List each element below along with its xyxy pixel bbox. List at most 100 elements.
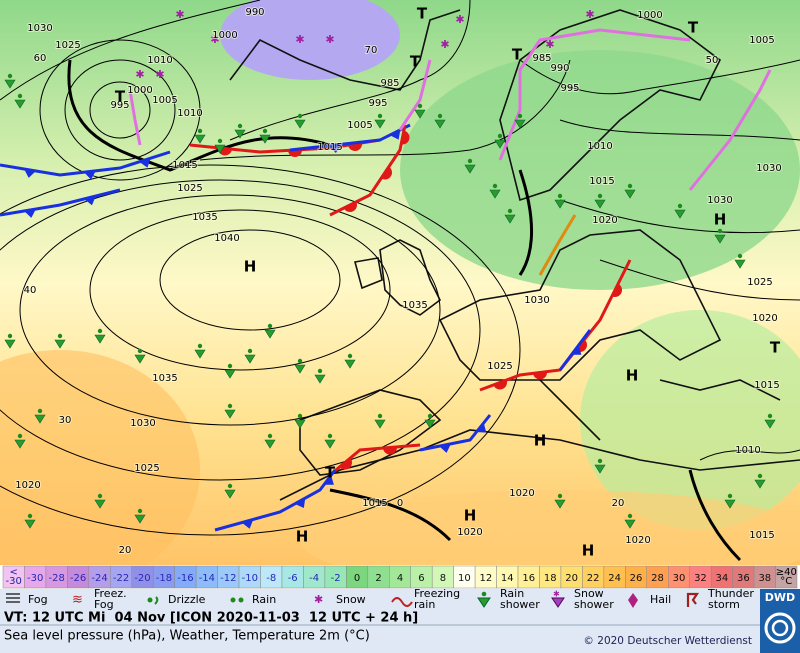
shower-symbol (294, 419, 306, 429)
legend-label: Thunder (707, 587, 754, 600)
pressure-label: 1005 (347, 120, 372, 131)
front-symbol (401, 130, 410, 145)
pressure-label: 1020 (457, 527, 482, 538)
rain-dot (247, 348, 253, 354)
rain-dot (377, 113, 383, 119)
scale-low-bottom: -30 (6, 576, 22, 587)
front-semicircle (381, 166, 392, 180)
pressure-label: 0 (397, 498, 403, 509)
pressure-label: 995 (110, 100, 129, 111)
front-semicircle (339, 458, 352, 470)
troughs (67, 59, 742, 562)
pressure-label: 1025 (487, 361, 512, 372)
shower-symbol (514, 119, 526, 129)
shower-symbol (734, 259, 746, 269)
scale-label: 6 (418, 573, 424, 584)
logo-swirl (771, 619, 789, 637)
valid-time: VT: 12 UTC Mi 04 Nov [ICON 2020-11-03 12… (4, 611, 418, 626)
rain-dot (297, 358, 303, 364)
shower-symbol (94, 499, 106, 509)
high-pressure: H (582, 542, 595, 560)
rain-dot (17, 93, 23, 99)
pressure-label: 1015 (317, 142, 342, 153)
rain-dot (197, 343, 203, 349)
front-triangle (241, 519, 254, 529)
rain-dot (437, 113, 443, 119)
trough-line (329, 488, 452, 542)
copyright: © 2020 Deutscher Wetterdienst (583, 635, 752, 647)
shower-symbol (134, 354, 146, 364)
shower-symbol (94, 334, 106, 344)
isobar (0, 179, 481, 481)
shower-symbol (54, 339, 66, 349)
rain-dot (97, 328, 103, 334)
rain-dot (727, 493, 733, 499)
scale-cell (775, 565, 798, 589)
weather-symbols: ✱ ✱ ✱ ✱ ✱ ✱ ✱ ✱ ✱ ✱ (4, 8, 776, 529)
description: Sea level pressure (hPa), Weather, Tempe… (4, 629, 370, 644)
front-symbol (571, 345, 582, 355)
legend-item: Hail (628, 593, 671, 608)
shower-symbol (754, 479, 766, 489)
isobars (0, 0, 800, 536)
front-symbol (476, 422, 487, 433)
isobar (559, 119, 800, 141)
front-symbol (389, 129, 401, 140)
pressure-label: 1010 (735, 445, 760, 456)
rain-dot (757, 473, 763, 479)
coastline (299, 389, 442, 476)
isobar (39, 39, 201, 181)
scale-label: -6 (288, 573, 298, 584)
front-symbol (84, 170, 96, 180)
isobar (559, 199, 800, 234)
front-symbol (24, 169, 36, 178)
rain-dot (227, 483, 233, 489)
isobar (19, 194, 441, 426)
scale-high-bottom: °C (780, 576, 792, 587)
rain-dot (267, 433, 273, 439)
pressure-label: 1015 (749, 530, 774, 541)
high-pressure: H (714, 211, 727, 229)
front-symbol (339, 458, 352, 470)
rain-dot (717, 228, 723, 234)
pressure-label: 1020 (592, 215, 617, 226)
shower-symbol (14, 439, 26, 449)
pressure-label: 1015 (172, 160, 197, 171)
shower-symbol (4, 339, 16, 349)
coastline (229, 9, 461, 91)
legend-item: ✱ Snow (314, 593, 366, 606)
rain-dot (267, 323, 273, 329)
isobar (0, 0, 261, 101)
rain-dot (427, 413, 433, 419)
legend-label: Snow (336, 593, 366, 606)
front-line (398, 59, 432, 131)
rain-dot (507, 208, 513, 214)
front-symbol (241, 519, 254, 529)
low-pressure: T (770, 339, 781, 357)
low-pressure: T (688, 19, 699, 37)
rain-dot (227, 403, 233, 409)
icon-glyph: ✱ (553, 590, 560, 599)
front-line (538, 214, 577, 276)
rain-dot (327, 433, 333, 439)
pressure-label: 1035 (152, 373, 177, 384)
shower-symbol (314, 374, 326, 384)
shower-symbol (194, 134, 206, 144)
scale-label: -20 (134, 573, 150, 584)
pressure-label: 1040 (214, 233, 239, 244)
snow-symbol: ✱ (325, 33, 334, 46)
front-semicircle (288, 149, 302, 157)
legend-label: storm (708, 598, 740, 611)
scale-label: -28 (48, 573, 64, 584)
pressure-label: 1030 (27, 23, 52, 34)
scale-label: 20 (565, 573, 578, 584)
scale-label: 32 (694, 573, 707, 584)
legend-label: Snow (574, 587, 604, 600)
scale-label: 24 (608, 573, 621, 584)
front-triangle (139, 158, 151, 168)
isobar (199, 59, 571, 161)
scale-label: 18 (544, 573, 557, 584)
rain-dot (27, 513, 33, 519)
coastline (499, 9, 722, 202)
